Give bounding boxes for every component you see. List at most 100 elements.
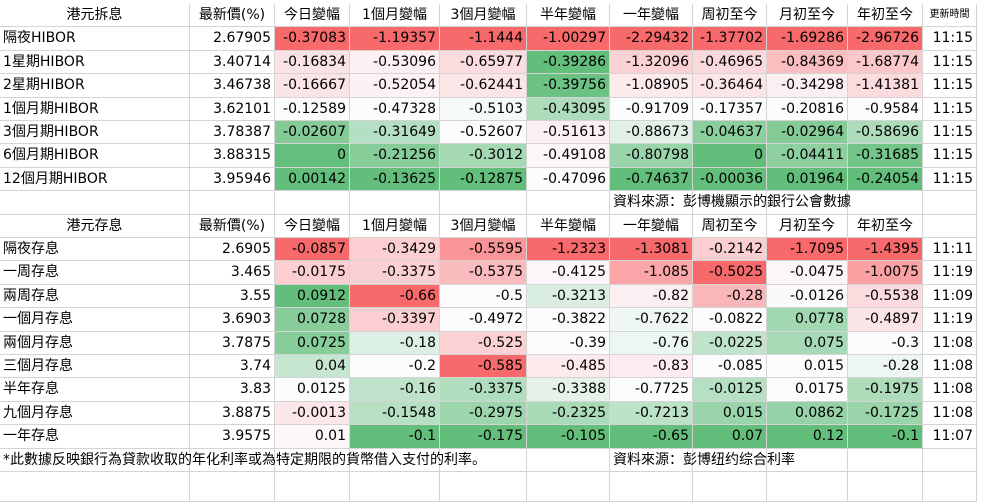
value-cell: -0.1975 — [848, 378, 923, 402]
value-cell: -0.04411 — [767, 144, 848, 168]
value-cell: -0.1725 — [848, 401, 923, 426]
value-cell: -0.43095 — [527, 97, 610, 121]
value-cell: -0.085 — [693, 355, 767, 379]
footnote: *此數據反映銀行為貸款收取的年化利率或為特定期限的貨幣借入支付的利率。 — [3, 451, 486, 468]
value-cell: -0.51613 — [527, 121, 610, 145]
value-cell: -0.16667 — [275, 74, 350, 98]
value-cell: 0 — [693, 144, 767, 168]
blank-cell — [275, 191, 350, 215]
value-cell: -0.28 — [693, 284, 767, 309]
value-cell: -0.2142 — [693, 238, 767, 262]
value-cell: 0.01964 — [767, 167, 848, 192]
value-cell: -0.62441 — [440, 74, 527, 98]
value-cell: -1.4395 — [848, 238, 923, 262]
value-cell: -0.31685 — [848, 144, 923, 168]
value-cell: -0.7725 — [610, 378, 693, 402]
value-cell: -0.0475 — [767, 261, 848, 285]
blank-cell — [527, 191, 610, 215]
value-cell: 0.0912 — [275, 284, 350, 309]
row-label: 兩周存息 — [0, 284, 190, 309]
value-cell: 0.07 — [693, 425, 767, 449]
value-cell: -0.3375 — [350, 261, 440, 285]
value-cell: -0.28 — [848, 355, 923, 379]
header-cell: 半年變幅 — [527, 214, 610, 238]
blank-cell — [527, 472, 610, 502]
value-cell: -1.1444 — [440, 27, 527, 51]
value-cell: -0.58696 — [848, 121, 923, 145]
value-cell: -1.68774 — [848, 50, 923, 75]
value-cell: -0.525 — [440, 331, 527, 355]
value-cell: -0.3012 — [440, 144, 527, 168]
row-label: 12個月期HIBOR — [0, 167, 190, 192]
value-cell: -1.37702 — [693, 27, 767, 51]
value-cell: 0.12 — [767, 425, 848, 449]
value-cell: -0.9584 — [848, 97, 923, 121]
value-cell: 0.075 — [767, 331, 848, 355]
value-cell: -1.0075 — [848, 261, 923, 285]
row-label: 一個月存息 — [0, 308, 190, 332]
value-cell: -0.1 — [848, 425, 923, 449]
value-cell: -0.49108 — [527, 144, 610, 168]
value-cell: -0.04637 — [693, 121, 767, 145]
header-cell: 半年變幅 — [527, 4, 610, 28]
value-cell: -2.96726 — [848, 27, 923, 51]
header-cell: 3個月變幅 — [440, 214, 527, 238]
value-cell: -0.91709 — [610, 97, 693, 121]
update-time: 11:15 — [923, 97, 977, 121]
value-cell: -0.74637 — [610, 167, 693, 192]
value-cell: 0.01 — [275, 425, 350, 449]
value-cell: -0.65 — [610, 425, 693, 449]
header-cell: 今日變幅 — [275, 214, 350, 238]
value-cell: -0.39286 — [527, 50, 610, 75]
row-label: 3個月期HIBOR — [0, 121, 190, 145]
value-cell: -0.13625 — [350, 167, 440, 192]
blank-cell — [0, 448, 190, 472]
value-cell: -0.585 — [440, 355, 527, 379]
value-cell: 2.67905 — [190, 27, 275, 51]
value-cell: 0.0728 — [275, 308, 350, 332]
header-cell: 港元拆息 — [0, 4, 190, 28]
value-cell: -0.5103 — [440, 97, 527, 121]
value-cell: -0.53096 — [350, 50, 440, 75]
value-cell: -0.18 — [350, 331, 440, 355]
blank-cell — [923, 191, 977, 215]
value-cell: 0.0862 — [767, 401, 848, 426]
value-cell: -0.0175 — [275, 261, 350, 285]
value-cell: -0.105 — [527, 425, 610, 449]
update-time: 11:15 — [923, 167, 977, 192]
value-cell: 3.78387 — [190, 121, 275, 145]
value-cell: 3.88315 — [190, 144, 275, 168]
update-time: 11:19 — [923, 308, 977, 332]
row-label: 1個月期HIBOR — [0, 97, 190, 121]
value-cell: -1.085 — [610, 261, 693, 285]
value-cell: -0.82 — [610, 284, 693, 309]
value-cell: -0.16 — [350, 378, 440, 402]
value-cell: -0.20816 — [767, 97, 848, 121]
value-cell: -0.02607 — [275, 121, 350, 145]
value-cell: 3.83 — [190, 378, 275, 402]
blank-cell — [923, 472, 977, 502]
value-cell: -0.47328 — [350, 97, 440, 121]
blank-cell — [693, 448, 767, 472]
header-cell: 最新價(%) — [190, 4, 275, 28]
value-cell: -0.34298 — [767, 74, 848, 98]
blank-cell — [190, 191, 275, 215]
value-cell: -0.2 — [350, 355, 440, 379]
value-cell: -0.5538 — [848, 284, 923, 309]
header-cell: 最新價(%) — [190, 214, 275, 238]
value-cell: -0.21256 — [350, 144, 440, 168]
value-cell: 3.9575 — [190, 425, 275, 449]
header-cell: 年初至今 — [848, 214, 923, 238]
blank-cell — [693, 472, 767, 502]
value-cell: -1.08905 — [610, 74, 693, 98]
value-cell: -0.2325 — [527, 401, 610, 426]
update-time: 11:15 — [923, 50, 977, 75]
value-cell: -0.46965 — [693, 50, 767, 75]
update-time: 11:09 — [923, 284, 977, 309]
value-cell: -0.5025 — [693, 261, 767, 285]
value-cell: -0.0225 — [693, 331, 767, 355]
value-cell: -0.3822 — [527, 308, 610, 332]
blank-cell — [0, 472, 190, 502]
header-cell: 周初至今 — [693, 4, 767, 28]
